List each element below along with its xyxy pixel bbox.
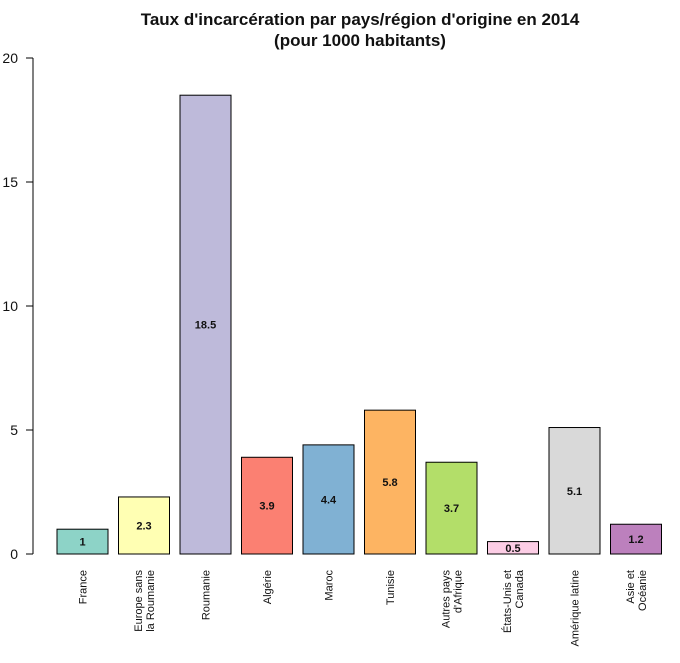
x-category-label: France	[78, 570, 90, 604]
x-category-label: Canada	[514, 569, 526, 608]
x-category-label: Maroc	[324, 570, 336, 601]
bar-value-label: 1	[79, 537, 85, 549]
bar	[610, 523, 662, 555]
x-category-label: Amérique latine	[570, 570, 582, 646]
x-category-label: États-Unis et	[501, 570, 514, 633]
bar	[118, 496, 170, 555]
y-tick-label: 20	[2, 50, 18, 66]
x-category-label: Europe sans	[133, 570, 145, 632]
bar-value-label: 4.4	[321, 494, 337, 506]
y-tick-label: 15	[2, 174, 18, 190]
y-tick-label: 5	[10, 422, 18, 438]
bar	[179, 94, 232, 555]
x-category-label: Océanie	[637, 570, 649, 611]
bar-value-label: 18.5	[195, 320, 216, 332]
x-category-label: d'Afrique	[453, 570, 465, 613]
bar-value-label: 5.8	[382, 477, 397, 489]
chart-title-line-1: Taux d'incarcération par pays/région d'o…	[141, 10, 580, 29]
bar	[425, 461, 478, 555]
x-category-label: Tunisie	[385, 570, 397, 605]
bar-value-label: 1.2	[628, 534, 643, 546]
bar	[56, 528, 109, 555]
x-axis-labels: France Europe sans la Roumanie Roumanie Algé…	[78, 569, 650, 646]
bar	[487, 541, 539, 555]
bar	[241, 456, 293, 555]
bar-value-label: 2.3	[136, 520, 151, 532]
value-labels: 1 2.3 18.5 3.9 4.4 5.8 3.7 0.5 5.1 1.2	[79, 320, 643, 555]
y-axis: 0 5 10 15 20	[2, 50, 34, 562]
bar-value-label: 3.7	[444, 503, 459, 515]
x-category-label: Algérie	[262, 570, 274, 604]
bar-value-label: 3.9	[259, 501, 274, 513]
bar-value-label: 5.1	[567, 486, 582, 498]
y-tick-label: 10	[2, 298, 18, 314]
y-tick-label: 0	[10, 546, 18, 562]
x-category-label: Roumanie	[201, 570, 213, 620]
chart-title-line-2: (pour 1000 habitants)	[274, 31, 446, 50]
x-category-label: Asie et	[625, 570, 637, 604]
x-category-label: Autres pays	[441, 570, 453, 629]
bar	[364, 409, 416, 555]
x-category-label: la Roumanie	[145, 570, 157, 632]
bar	[548, 427, 601, 555]
bar	[302, 444, 355, 555]
bar-value-label: 0.5	[505, 543, 520, 555]
bars	[56, 94, 662, 555]
